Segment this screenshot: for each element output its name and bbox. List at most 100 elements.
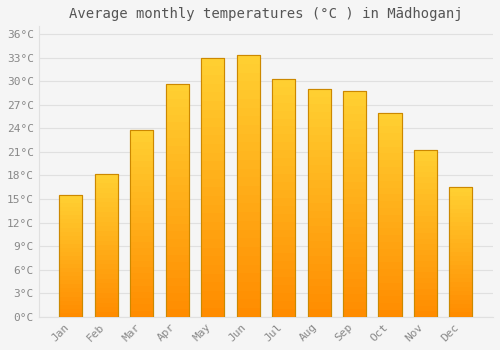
Bar <box>130 230 154 236</box>
Bar <box>308 135 330 142</box>
Bar <box>272 309 295 317</box>
Bar <box>130 211 154 217</box>
Bar <box>166 200 189 208</box>
Bar <box>272 158 295 166</box>
Bar <box>414 149 437 155</box>
Bar <box>343 302 366 309</box>
Bar <box>201 58 224 317</box>
Bar <box>343 197 366 204</box>
Bar <box>272 126 295 134</box>
Bar <box>236 186 260 195</box>
Bar <box>450 196 472 200</box>
Bar <box>130 130 154 136</box>
Bar <box>378 242 402 249</box>
Bar <box>414 250 437 255</box>
Bar <box>236 247 260 256</box>
Bar <box>201 161 224 170</box>
Bar <box>95 198 118 203</box>
Bar <box>166 309 189 317</box>
Bar <box>343 227 366 234</box>
Bar <box>414 244 437 250</box>
Bar <box>414 256 437 261</box>
Bar <box>414 294 437 300</box>
Bar <box>60 284 82 288</box>
Bar <box>343 264 366 272</box>
Bar <box>378 167 402 174</box>
Bar <box>166 270 189 278</box>
Bar <box>236 221 260 230</box>
Bar <box>166 146 189 154</box>
Bar <box>308 104 330 112</box>
Bar <box>272 95 295 103</box>
Bar <box>450 278 472 282</box>
Bar <box>166 262 189 270</box>
Bar <box>130 192 154 198</box>
Bar <box>272 214 295 222</box>
Bar <box>272 222 295 230</box>
Bar <box>130 273 154 279</box>
Bar <box>378 113 402 119</box>
Bar <box>272 166 295 174</box>
Bar <box>343 174 366 182</box>
Bar <box>166 107 189 115</box>
Bar <box>60 224 82 228</box>
Bar <box>414 311 437 317</box>
Bar <box>166 84 189 91</box>
Bar <box>201 196 224 204</box>
Bar <box>201 239 224 248</box>
Bar <box>130 205 154 211</box>
Bar <box>236 212 260 221</box>
Bar <box>378 174 402 181</box>
Bar <box>236 230 260 238</box>
Bar <box>414 289 437 294</box>
Bar <box>166 99 189 107</box>
Bar <box>414 306 437 311</box>
Bar <box>201 256 224 265</box>
Bar <box>60 207 82 211</box>
Bar <box>343 287 366 294</box>
Bar <box>95 245 118 250</box>
Bar <box>130 161 154 167</box>
Bar <box>272 87 295 95</box>
Bar <box>60 252 82 256</box>
Bar <box>414 161 437 166</box>
Bar <box>378 194 402 201</box>
Bar <box>414 300 437 306</box>
Bar <box>343 189 366 197</box>
Bar <box>95 203 118 207</box>
Bar <box>378 113 402 317</box>
Bar <box>343 136 366 144</box>
Bar <box>166 278 189 286</box>
Bar <box>95 212 118 217</box>
Bar <box>130 279 154 286</box>
Bar <box>343 272 366 279</box>
Bar <box>130 136 154 142</box>
Bar <box>378 181 402 188</box>
Bar <box>450 209 472 213</box>
Bar <box>343 204 366 212</box>
Bar <box>343 234 366 242</box>
Bar <box>201 101 224 110</box>
Bar <box>343 152 366 159</box>
Bar <box>343 159 366 167</box>
Bar <box>414 216 437 222</box>
Bar <box>60 301 82 304</box>
Bar <box>343 257 366 264</box>
Bar <box>378 262 402 269</box>
Bar <box>166 193 189 200</box>
Bar <box>60 272 82 276</box>
Bar <box>60 219 82 224</box>
Bar <box>343 219 366 227</box>
Bar <box>450 269 472 274</box>
Bar <box>95 207 118 212</box>
Bar <box>450 187 472 191</box>
Bar <box>272 238 295 245</box>
Bar <box>308 226 330 233</box>
Bar <box>95 302 118 307</box>
Bar <box>60 304 82 309</box>
Bar <box>130 267 154 273</box>
Bar <box>60 248 82 252</box>
Bar <box>130 254 154 261</box>
Bar <box>166 239 189 247</box>
Bar <box>130 198 154 205</box>
